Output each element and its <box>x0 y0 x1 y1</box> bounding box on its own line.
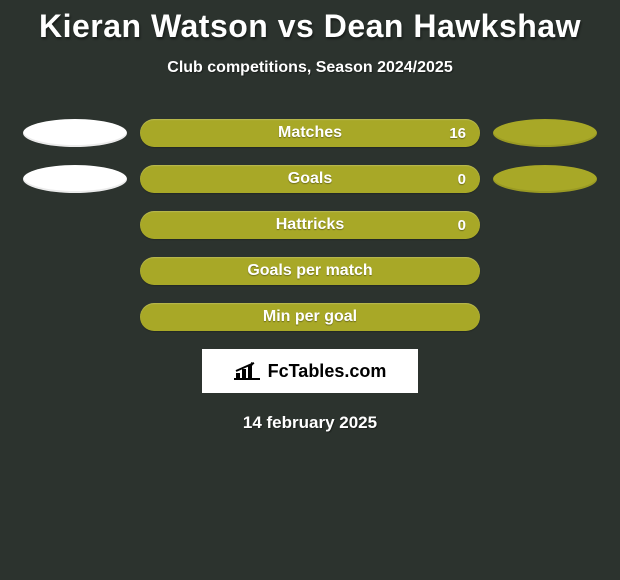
stat-label: Matches <box>278 124 342 142</box>
stats-container: Matches 16 Goals 0 <box>0 119 620 331</box>
stat-row: Min per goal <box>0 303 620 331</box>
stat-row: Matches 16 <box>0 119 620 147</box>
page-subtitle: Club competitions, Season 2024/2025 <box>0 59 620 77</box>
stat-bar: Min per goal <box>140 303 480 331</box>
stat-label: Goals <box>288 170 332 188</box>
right-ellipse <box>493 119 597 147</box>
stat-value-right: 0 <box>458 171 466 188</box>
left-side <box>10 119 140 147</box>
stat-value-right: 0 <box>458 217 466 234</box>
branding-box: FcTables.com <box>202 349 418 393</box>
stat-bar: Goals 0 <box>140 165 480 193</box>
stat-label: Hattricks <box>276 216 344 234</box>
right-side <box>480 119 610 147</box>
stat-row: Goals per match <box>0 257 620 285</box>
stat-value-right: 16 <box>449 125 466 142</box>
right-side <box>480 165 610 193</box>
left-ellipse <box>23 165 127 193</box>
page-title: Kieran Watson vs Dean Hawkshaw <box>0 8 620 45</box>
stat-row: Goals 0 <box>0 165 620 193</box>
branding-text: FcTables.com <box>268 361 387 382</box>
footer-date: 14 february 2025 <box>0 413 620 433</box>
stat-bar: Goals per match <box>140 257 480 285</box>
stat-bar: Matches 16 <box>140 119 480 147</box>
stat-label: Goals per match <box>247 262 372 280</box>
stat-bar: Hattricks 0 <box>140 211 480 239</box>
chart-icon <box>234 361 260 381</box>
left-side <box>10 165 140 193</box>
left-ellipse <box>23 119 127 147</box>
stat-row: Hattricks 0 <box>0 211 620 239</box>
stat-label: Min per goal <box>263 308 357 326</box>
right-ellipse <box>493 165 597 193</box>
